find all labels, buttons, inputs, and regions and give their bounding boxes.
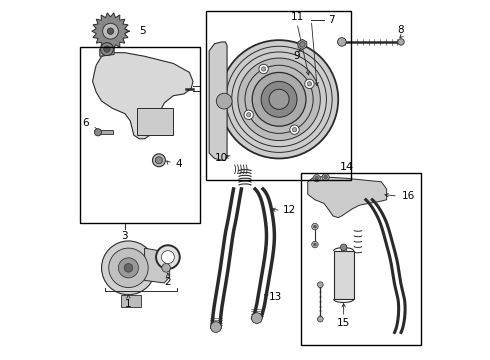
Circle shape	[152, 154, 166, 167]
Circle shape	[261, 81, 297, 117]
Bar	[80, 47, 200, 223]
Text: 4: 4	[175, 159, 182, 169]
Bar	[334, 251, 354, 299]
Circle shape	[290, 125, 299, 134]
Polygon shape	[93, 53, 193, 139]
Circle shape	[322, 174, 329, 181]
Circle shape	[312, 241, 318, 248]
Text: 10: 10	[215, 153, 228, 163]
Circle shape	[155, 157, 163, 164]
Circle shape	[211, 321, 221, 332]
Circle shape	[262, 67, 266, 71]
Circle shape	[398, 39, 404, 45]
Circle shape	[246, 113, 251, 117]
Circle shape	[156, 245, 180, 269]
Text: 1: 1	[125, 299, 132, 309]
Bar	[341, 246, 346, 251]
Text: 16: 16	[401, 191, 415, 201]
Circle shape	[299, 42, 305, 47]
Circle shape	[95, 129, 101, 136]
Circle shape	[324, 175, 327, 179]
Circle shape	[313, 175, 320, 182]
Polygon shape	[122, 295, 141, 307]
Bar	[300, 173, 421, 345]
Text: 15: 15	[337, 319, 350, 328]
Text: 14: 14	[340, 162, 354, 172]
Circle shape	[161, 251, 174, 264]
Bar	[137, 108, 173, 135]
Circle shape	[101, 241, 155, 295]
Circle shape	[318, 316, 323, 322]
Circle shape	[341, 244, 347, 251]
Circle shape	[314, 225, 317, 228]
Circle shape	[220, 40, 338, 158]
Circle shape	[124, 264, 133, 272]
Circle shape	[162, 264, 171, 272]
Circle shape	[216, 93, 232, 109]
Text: 13: 13	[269, 292, 282, 302]
Polygon shape	[308, 176, 387, 218]
Circle shape	[338, 38, 346, 46]
Polygon shape	[92, 13, 129, 50]
Text: 5: 5	[140, 26, 146, 36]
Text: 9: 9	[294, 51, 300, 61]
Circle shape	[314, 243, 317, 246]
Bar	[205, 12, 351, 180]
Circle shape	[109, 248, 148, 288]
Circle shape	[100, 42, 113, 55]
Polygon shape	[100, 47, 114, 56]
Polygon shape	[145, 248, 170, 283]
Text: 12: 12	[283, 206, 296, 216]
Polygon shape	[298, 40, 307, 49]
Circle shape	[259, 64, 268, 73]
Text: 11: 11	[291, 12, 304, 22]
Circle shape	[107, 28, 114, 35]
Circle shape	[104, 46, 110, 52]
Circle shape	[244, 110, 253, 120]
Circle shape	[305, 79, 314, 89]
Circle shape	[252, 72, 306, 126]
Circle shape	[119, 258, 139, 278]
Polygon shape	[209, 42, 227, 160]
Text: 7: 7	[328, 15, 334, 26]
Text: 2: 2	[165, 277, 171, 287]
Circle shape	[312, 224, 318, 230]
Circle shape	[269, 89, 289, 109]
Circle shape	[318, 282, 323, 288]
Text: 3: 3	[122, 231, 128, 240]
Circle shape	[238, 58, 320, 140]
Circle shape	[102, 23, 119, 39]
Bar	[98, 130, 113, 134]
Circle shape	[307, 82, 312, 86]
Text: 8: 8	[398, 25, 404, 35]
Circle shape	[251, 313, 262, 323]
Circle shape	[293, 127, 296, 132]
Circle shape	[315, 176, 318, 180]
Text: 6: 6	[82, 118, 89, 128]
